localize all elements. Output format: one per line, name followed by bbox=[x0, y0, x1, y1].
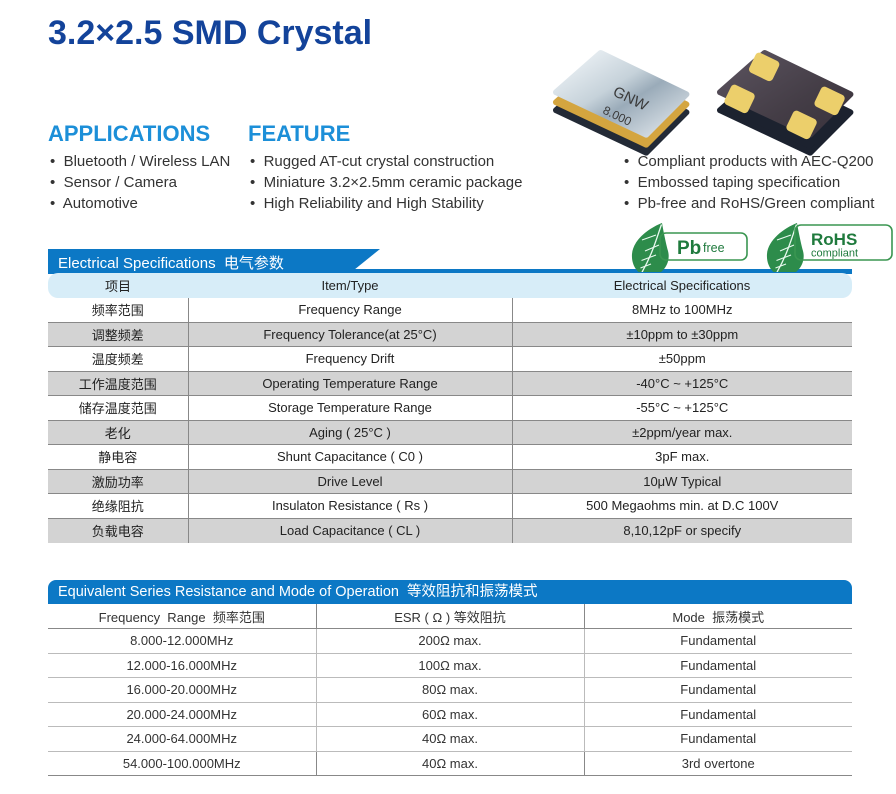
svg-text:Pb: Pb bbox=[677, 238, 701, 259]
svg-text:free: free bbox=[703, 241, 725, 255]
svg-text:compliant: compliant bbox=[811, 248, 858, 260]
svg-text:RoHS: RoHS bbox=[811, 230, 857, 249]
